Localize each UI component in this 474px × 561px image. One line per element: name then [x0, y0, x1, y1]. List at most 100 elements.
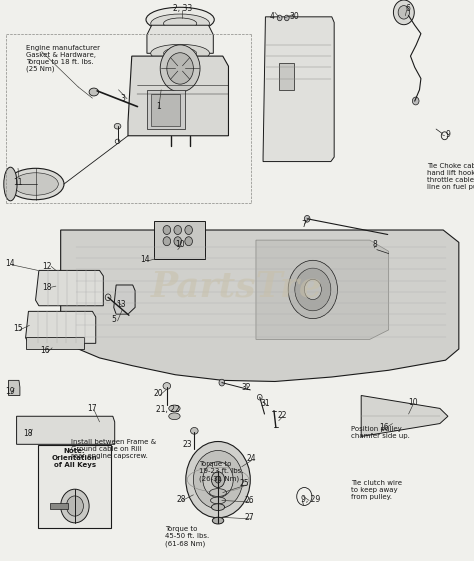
Circle shape: [203, 462, 233, 498]
Text: 12: 12: [43, 262, 52, 271]
Text: 32: 32: [242, 383, 251, 392]
Text: 27: 27: [245, 513, 255, 522]
Text: PartsTre: PartsTre: [151, 269, 323, 303]
Text: 9: 9: [446, 130, 450, 139]
Text: 17: 17: [88, 404, 97, 413]
Text: 5: 5: [111, 315, 116, 324]
Text: 28: 28: [176, 495, 186, 504]
Text: Note:
Orientation
of All Keys: Note: Orientation of All Keys: [52, 448, 98, 468]
Ellipse shape: [210, 497, 226, 504]
Circle shape: [186, 442, 250, 518]
Text: Tie Choke cable to right
hand lift hook and
throttle cable to vacuum
line on fue: Tie Choke cable to right hand lift hook …: [427, 163, 474, 190]
Polygon shape: [36, 270, 103, 306]
Text: 13: 13: [116, 300, 126, 309]
Circle shape: [304, 279, 321, 300]
Text: 16: 16: [40, 346, 50, 355]
Text: 16: 16: [379, 423, 389, 432]
Text: Position pulley
chamfer side up.: Position pulley chamfer side up.: [351, 426, 410, 439]
Circle shape: [160, 45, 200, 92]
Ellipse shape: [4, 167, 17, 201]
Circle shape: [211, 472, 225, 488]
Text: 14: 14: [140, 255, 149, 264]
Text: 20: 20: [154, 389, 164, 398]
Text: 19: 19: [6, 387, 15, 396]
Text: 24: 24: [246, 454, 256, 463]
Text: 10: 10: [409, 398, 418, 407]
Text: 26: 26: [245, 496, 255, 505]
Ellipse shape: [151, 44, 210, 62]
Circle shape: [412, 97, 419, 105]
Ellipse shape: [146, 7, 214, 32]
Bar: [279, 63, 294, 90]
Polygon shape: [256, 240, 389, 339]
Ellipse shape: [89, 88, 99, 96]
Text: 8: 8: [372, 240, 377, 249]
Text: 18: 18: [43, 283, 52, 292]
Polygon shape: [114, 285, 135, 314]
Text: 1: 1: [156, 102, 161, 111]
Bar: [151, 94, 180, 126]
Bar: [50, 503, 68, 509]
Text: 6: 6: [405, 4, 410, 13]
Text: 10: 10: [175, 240, 185, 249]
Ellipse shape: [7, 168, 64, 200]
Polygon shape: [147, 25, 213, 53]
Ellipse shape: [211, 504, 225, 511]
Text: 23: 23: [182, 440, 192, 449]
Text: 25: 25: [239, 479, 249, 488]
Text: 22: 22: [277, 411, 287, 420]
Circle shape: [304, 215, 310, 222]
Circle shape: [185, 226, 192, 234]
Bar: [147, 90, 185, 129]
Polygon shape: [61, 230, 459, 381]
Text: 14: 14: [6, 259, 15, 268]
Text: 31: 31: [261, 399, 270, 408]
Polygon shape: [9, 380, 20, 396]
Circle shape: [393, 0, 414, 25]
Text: Tie clutch wire
to keep away
from pulley.: Tie clutch wire to keep away from pulley…: [351, 480, 402, 500]
Circle shape: [61, 489, 89, 523]
Text: Engine manufacturer
Gasket & Hardware,
Torque to 18 ft. lbs.
(25 Nm): Engine manufacturer Gasket & Hardware, T…: [26, 45, 100, 72]
Text: 4: 4: [270, 12, 275, 21]
Circle shape: [174, 226, 182, 234]
Circle shape: [174, 237, 182, 246]
Text: 30: 30: [289, 12, 299, 21]
Polygon shape: [263, 17, 334, 162]
Polygon shape: [17, 416, 115, 444]
Circle shape: [288, 260, 337, 319]
Circle shape: [219, 379, 225, 386]
Circle shape: [185, 237, 192, 246]
Ellipse shape: [212, 517, 224, 524]
Ellipse shape: [114, 123, 121, 129]
Bar: [154, 221, 205, 259]
Text: Install between Frame &
Ground cable on Rill
rear engine capscrew.: Install between Frame & Ground cable on …: [71, 439, 156, 459]
Ellipse shape: [169, 413, 180, 420]
Circle shape: [163, 226, 171, 234]
Circle shape: [167, 53, 193, 84]
Text: 2, 33: 2, 33: [173, 4, 192, 13]
Circle shape: [277, 15, 282, 21]
Circle shape: [66, 496, 83, 516]
Circle shape: [163, 237, 171, 246]
Circle shape: [215, 476, 221, 483]
Text: 3: 3: [121, 94, 126, 103]
Ellipse shape: [13, 173, 58, 195]
Text: Torque to
19-23 ft. lbs.
(26-31 Nm): Torque to 19-23 ft. lbs. (26-31 Nm): [199, 461, 244, 482]
Polygon shape: [128, 56, 228, 136]
Text: 18: 18: [24, 429, 33, 438]
Bar: [26, 337, 84, 349]
Text: 11: 11: [13, 178, 23, 187]
Text: 21, 22: 21, 22: [156, 405, 180, 414]
Text: Torque to
45-50 ft. lbs.
(61-68 Nm): Torque to 45-50 ft. lbs. (61-68 Nm): [165, 526, 209, 547]
Circle shape: [398, 6, 410, 19]
Polygon shape: [361, 396, 448, 436]
Text: 9, 29: 9, 29: [301, 495, 320, 504]
Ellipse shape: [191, 427, 198, 434]
Circle shape: [193, 450, 243, 509]
Ellipse shape: [169, 405, 180, 412]
Bar: [38, 445, 111, 528]
Text: 15: 15: [13, 324, 23, 333]
Ellipse shape: [151, 14, 210, 33]
Circle shape: [284, 15, 289, 21]
Ellipse shape: [163, 383, 171, 389]
